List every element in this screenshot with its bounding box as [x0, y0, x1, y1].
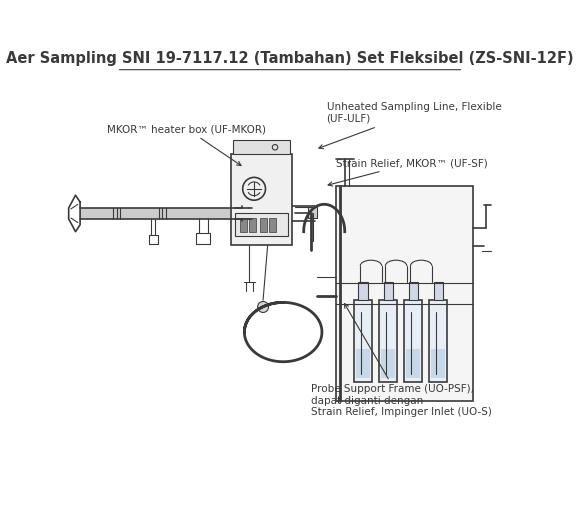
Bar	[407, 349, 420, 378]
Bar	[383, 282, 393, 300]
Text: Unheated Sampling Line, Flexible
(UF-ULF): Unheated Sampling Line, Flexible (UF-ULF…	[319, 102, 501, 149]
Bar	[432, 349, 445, 378]
Bar	[381, 349, 395, 378]
Circle shape	[258, 301, 269, 313]
Bar	[308, 207, 317, 218]
Text: MKOR™ heater box (UF-MKOR): MKOR™ heater box (UF-MKOR)	[107, 124, 266, 165]
Text: Aer Sampling SNI 19-7117.12 (Tambahan) Set Fleksibel (ZS-SNI-12F): Aer Sampling SNI 19-7117.12 (Tambahan) S…	[6, 51, 574, 66]
Bar	[231, 154, 292, 245]
Bar	[336, 186, 473, 401]
Bar	[434, 282, 443, 300]
Bar	[233, 140, 290, 154]
Bar	[358, 282, 368, 300]
Bar	[270, 218, 276, 232]
Text: Strain Relief, MKOR™ (UF-SF): Strain Relief, MKOR™ (UF-SF)	[328, 158, 487, 186]
Bar	[80, 208, 249, 219]
Bar	[240, 218, 246, 232]
Text: Probe Support Frame (UO-PSF),
dapat diganti dengan
Strain Relief, Impinger Inlet: Probe Support Frame (UO-PSF), dapat diga…	[310, 303, 491, 417]
Bar	[379, 300, 397, 382]
Bar	[249, 218, 256, 232]
Bar	[235, 213, 288, 236]
Bar	[404, 300, 422, 382]
Bar	[354, 300, 372, 382]
Bar	[429, 300, 447, 382]
Bar	[356, 349, 370, 378]
Bar	[409, 282, 418, 300]
Bar	[260, 218, 267, 232]
